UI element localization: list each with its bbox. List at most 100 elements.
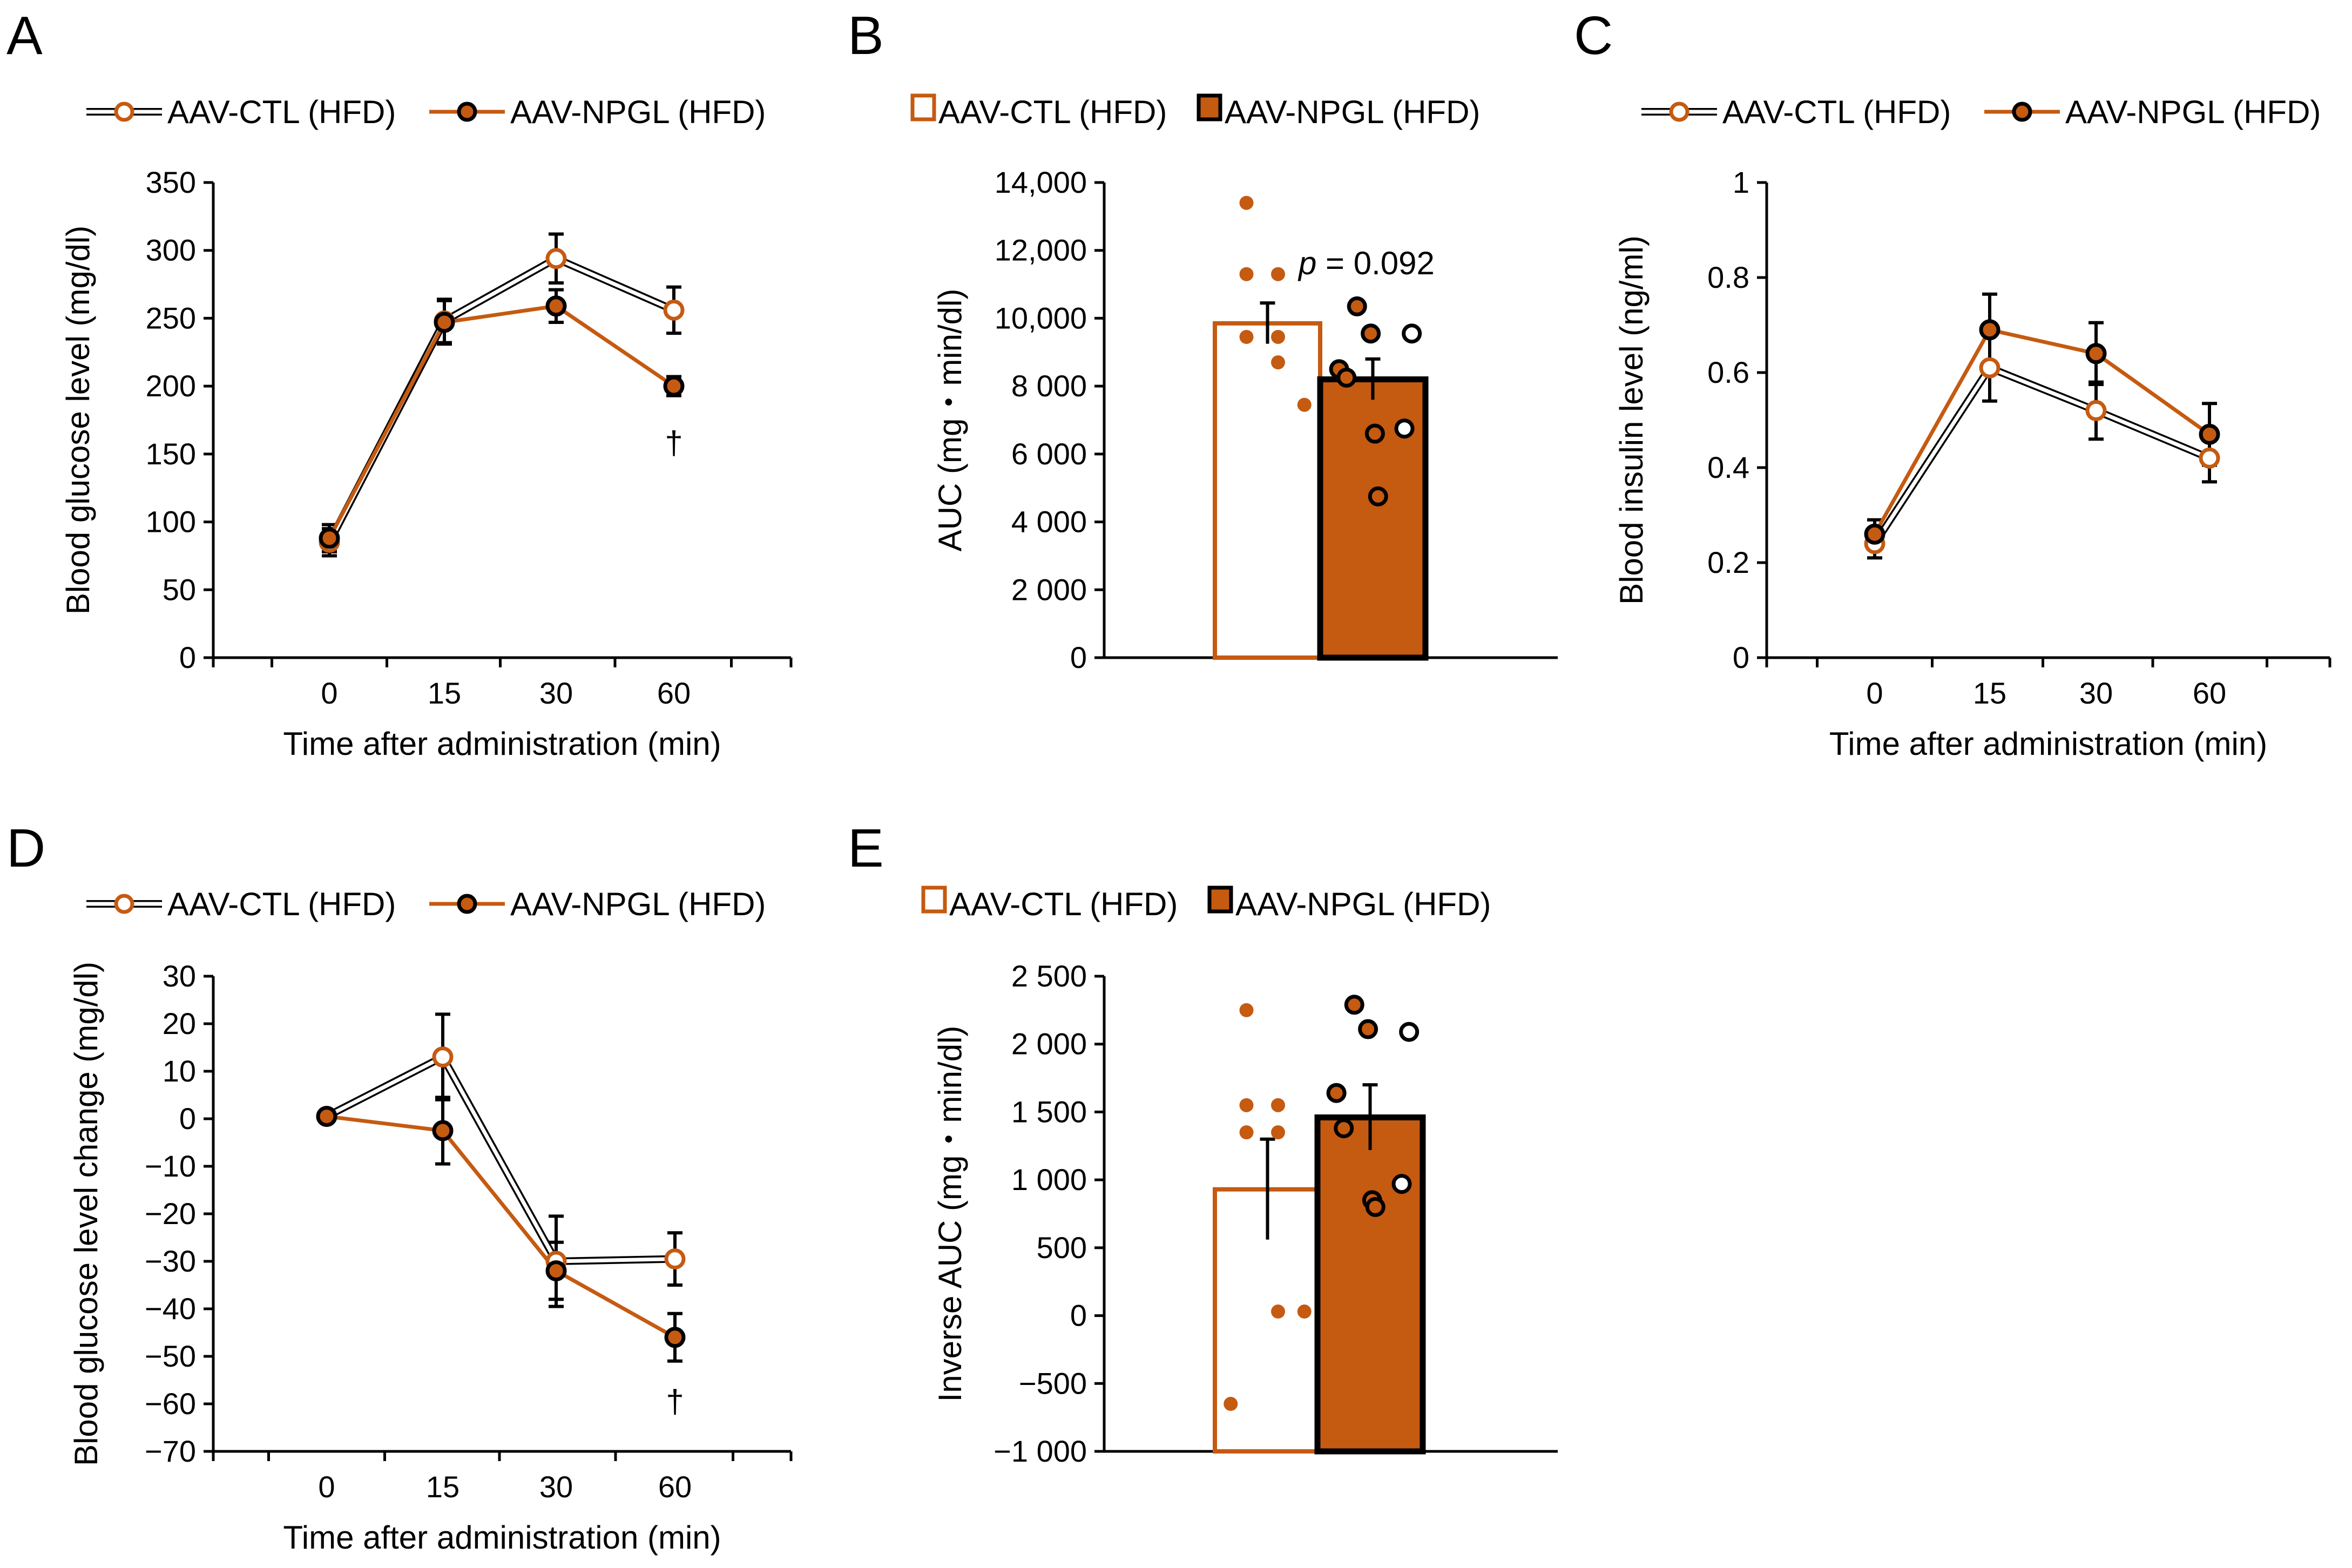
series-line-ctl — [1871, 364, 2211, 546]
y-axis-title: Blood glucose level change (mg/dl) — [68, 962, 104, 1466]
data-point-ctl — [1271, 1098, 1285, 1112]
data-point-ctl — [1979, 357, 2000, 379]
legend-marker-ctl — [1669, 102, 1689, 122]
legend-marker-ctl — [114, 894, 134, 914]
data-point-ctl — [1297, 397, 1312, 412]
legend-label-npgl: AAV-NPGL (HFD) — [1235, 886, 1491, 922]
x-tick-label: 30 — [539, 676, 573, 710]
series-line-ctl-inner — [327, 256, 675, 543]
y-tick-label: −70 — [145, 1434, 196, 1468]
x-tick-label: 15 — [1973, 676, 2006, 710]
legend-label-npgl: AAV-NPGL (HFD) — [510, 94, 766, 130]
data-point-ctl — [545, 248, 567, 269]
data-point-ctl — [1271, 330, 1285, 344]
data-point-npgl — [1364, 423, 1385, 444]
legend-swatch-ctl — [910, 93, 936, 121]
y-tick-label: 1 500 — [1011, 1094, 1087, 1128]
legend-label-ctl: AAV-CTL (HFD) — [167, 94, 396, 130]
y-tick-label: 0 — [1070, 1299, 1087, 1333]
data-point-npgl — [432, 1120, 454, 1141]
y-tick-label: 4 000 — [1011, 505, 1087, 539]
panel-letter: D — [6, 818, 45, 878]
data-point-ctl — [1297, 1305, 1312, 1319]
data-point-ctl — [1239, 330, 1254, 344]
x-axis-title: Time after administration (min) — [283, 726, 721, 762]
y-tick-label: 0 — [1070, 640, 1087, 674]
y-tick-label: −60 — [145, 1387, 196, 1421]
data-point-npgl — [1361, 323, 1381, 344]
p-value-symbol: p — [1297, 245, 1316, 281]
data-point-npgl — [663, 375, 685, 397]
series-line-ctl-inner — [326, 1055, 675, 1263]
y-tick-label: −50 — [145, 1339, 196, 1373]
significance-dagger: † — [665, 425, 682, 461]
series-line-npgl — [326, 1114, 676, 1339]
data-point-npgl — [434, 312, 455, 333]
data-point-ctl — [1271, 1305, 1285, 1319]
y-tick-label: 6 000 — [1011, 437, 1087, 471]
legend-marker-ctl — [114, 102, 134, 122]
legend-label-ctl: AAV-CTL (HFD) — [1722, 94, 1951, 130]
x-axis-title: Time after administration (min) — [1829, 726, 2267, 762]
y-tick-label: −500 — [1019, 1366, 1087, 1400]
y-tick-label: −30 — [145, 1244, 196, 1278]
legend-marker-npgl — [457, 102, 477, 122]
data-point-npgl — [1344, 995, 1364, 1015]
y-tick-label: 2 000 — [1011, 1027, 1087, 1061]
y-tick-label: −1 000 — [993, 1434, 1087, 1468]
x-axis-title: Time after administration (min) — [283, 1519, 721, 1556]
y-tick-label: 0 — [179, 1101, 196, 1136]
data-point-ctl — [664, 1248, 686, 1270]
legend-label-npgl: AAV-NPGL (HFD) — [1225, 94, 1480, 130]
p-value-label: p = 0.092 — [1297, 245, 1435, 281]
chart-panel-e: E AAV-CTL (HFD) AAV-NPGL (HFD) −1 000 −500 0 5… — [848, 818, 1558, 1468]
data-point-ctl — [1239, 267, 1254, 281]
legend-swatch-npgl — [1207, 886, 1233, 914]
data-point-ctl — [2085, 400, 2107, 421]
legend-marker-npgl — [457, 894, 477, 914]
y-tick-label: 50 — [163, 572, 196, 606]
data-point-ctl — [1271, 1125, 1285, 1140]
bar-npgl — [1314, 1114, 1426, 1455]
bar-ctl — [1213, 321, 1322, 660]
y-tick-label: 10 — [163, 1054, 196, 1088]
y-tick-label: −40 — [145, 1292, 196, 1326]
data-point-npgl — [1399, 1022, 1420, 1042]
y-axis-title: Blood insulin level (ng/ml) — [1613, 235, 1650, 605]
data-point-npgl — [1368, 486, 1388, 506]
data-point-npgl — [664, 1327, 686, 1348]
y-tick-label: 1 — [1733, 165, 1749, 199]
x-tick-label: 60 — [658, 1470, 692, 1504]
data-point-npgl — [1391, 1174, 1412, 1194]
data-point-npgl — [1336, 367, 1357, 388]
y-tick-label: 2 500 — [1011, 959, 1087, 993]
chart-panel-d: D AAV-CTL (HFD) AAV-NPGL (HFD) −70 −60 −50 −40… — [6, 818, 793, 1556]
data-point-ctl — [432, 1046, 454, 1068]
legend-swatch-ctl — [921, 886, 947, 914]
x-tick-label: 60 — [2193, 676, 2226, 710]
legend-label-npgl: AAV-NPGL (HFD) — [510, 886, 766, 922]
data-point-ctl — [1239, 1003, 1254, 1017]
y-tick-label: 0.6 — [1707, 355, 1749, 389]
chart-panel-c: C AAV-CTL (HFD) AAV-NPGL (HFD) 0 0.2 0.4 0.6 0.… — [1574, 5, 2331, 762]
data-point-ctl — [2199, 447, 2220, 469]
data-point-ctl — [1224, 1397, 1238, 1411]
significance-dagger: † — [666, 1383, 684, 1420]
y-tick-label: −10 — [145, 1149, 196, 1183]
y-axis-title: AUC (mg・min/dl) — [932, 289, 968, 552]
panel-letter: B — [848, 5, 884, 66]
data-point-npgl — [1402, 323, 1422, 344]
y-tick-label: 14,000 — [995, 165, 1087, 199]
y-tick-label: 0 — [179, 640, 196, 674]
x-tick-label: 0 — [321, 676, 337, 710]
x-tick-label: 15 — [428, 676, 461, 710]
legend-label-ctl: AAV-CTL (HFD) — [938, 94, 1167, 130]
y-tick-label: 150 — [146, 437, 196, 471]
series-line-ctl — [326, 254, 675, 544]
panel-letter: E — [848, 818, 884, 878]
data-point-npgl — [1979, 319, 2000, 341]
y-tick-label: 250 — [146, 301, 196, 335]
series-line-ctl-inner — [1873, 366, 2211, 545]
